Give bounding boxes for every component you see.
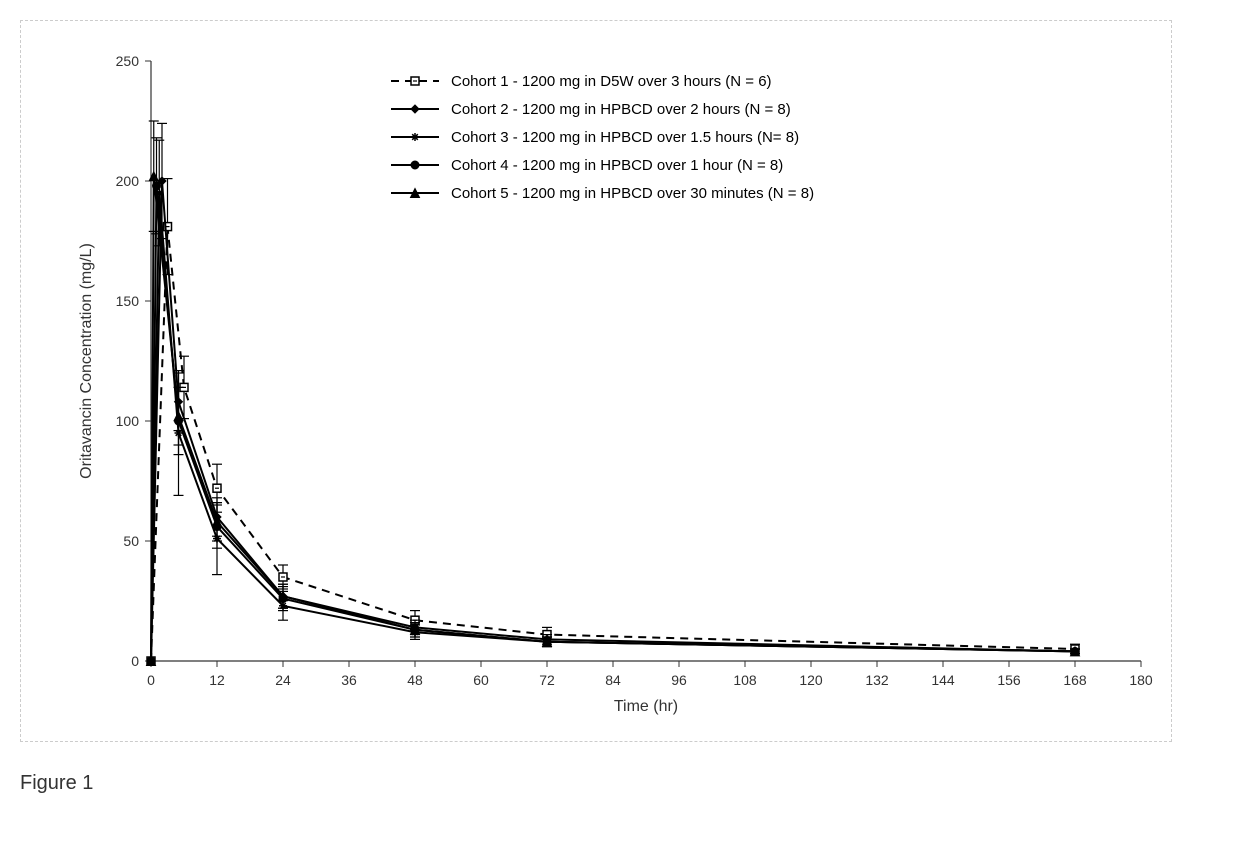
- figure-container: 0 50 100 150 200 250 0 12 24 36 48 60 72 84 96 108 120 13…: [20, 20, 1220, 795]
- figure-caption: Figure 1: [20, 772, 1220, 795]
- svg-text:250: 250: [116, 53, 140, 69]
- svg-text:120: 120: [799, 672, 823, 688]
- svg-text:Time (hr): Time (hr): [614, 698, 678, 715]
- svg-text:84: 84: [605, 672, 621, 688]
- chart-svg: 0 50 100 150 200 250 0 12 24 36 48 60 72 84 96 108 120 13…: [21, 21, 1171, 741]
- svg-text:48: 48: [407, 672, 423, 688]
- svg-text:100: 100: [116, 413, 140, 429]
- chart-panel: 0 50 100 150 200 250 0 12 24 36 48 60 72 84 96 108 120 13…: [20, 20, 1172, 742]
- svg-text:24: 24: [275, 672, 291, 688]
- svg-text:132: 132: [865, 672, 889, 688]
- svg-text:72: 72: [539, 672, 555, 688]
- svg-text:Cohort 2 - 1200 mg in HPBCD ov: Cohort 2 - 1200 mg in HPBCD over 2 hours…: [451, 101, 791, 118]
- svg-text:Oritavancin Concentration (mg/: Oritavancin Concentration (mg/L): [78, 243, 95, 479]
- svg-text:Cohort 4 - 1200 mg in HPBCD ov: Cohort 4 - 1200 mg in HPBCD over 1 hour …: [451, 157, 783, 174]
- svg-text:168: 168: [1063, 672, 1087, 688]
- svg-text:144: 144: [931, 672, 955, 688]
- svg-text:Cohort 3 - 1200 mg in HPBCD ov: Cohort 3 - 1200 mg in HPBCD over 1.5 hou…: [451, 129, 799, 146]
- svg-text:0: 0: [147, 672, 155, 688]
- svg-text:0: 0: [131, 653, 139, 669]
- svg-text:108: 108: [733, 672, 757, 688]
- svg-text:200: 200: [116, 173, 140, 189]
- svg-text:Cohort 1 - 1200 mg in D5W over: Cohort 1 - 1200 mg in D5W over 3 hours (…: [451, 73, 772, 90]
- svg-text:12: 12: [209, 672, 225, 688]
- svg-text:36: 36: [341, 672, 357, 688]
- svg-text:156: 156: [997, 672, 1021, 688]
- svg-text:96: 96: [671, 672, 687, 688]
- svg-text:180: 180: [1129, 672, 1153, 688]
- svg-text:60: 60: [473, 672, 489, 688]
- svg-text:50: 50: [123, 533, 139, 549]
- svg-text:Cohort 5 - 1200 mg in HPBCD ov: Cohort 5 - 1200 mg in HPBCD over 30 minu…: [451, 185, 814, 202]
- svg-text:150: 150: [116, 293, 140, 309]
